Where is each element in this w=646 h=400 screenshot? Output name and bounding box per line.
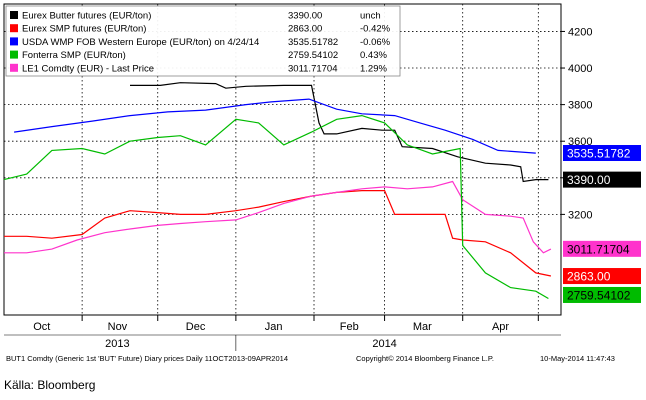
legend-change: -0.06% — [360, 37, 391, 48]
legend-change: unch — [360, 11, 381, 22]
footer-copyright: Copyright© 2014 Bloomberg Finance L.P. — [356, 354, 494, 363]
legend-swatch — [10, 11, 18, 19]
legend-label: Fonterra SMP (EUR/ton) — [22, 50, 126, 61]
x-year-label: 2014 — [372, 338, 396, 350]
series-line — [14, 98, 536, 154]
legend-change: -0.42% — [360, 24, 391, 35]
value-tag-label: 2863.00 — [567, 270, 611, 284]
legend-label: USDA WMP FOB Western Europe (EUR/ton) on… — [22, 37, 259, 48]
value-tag — [563, 268, 641, 285]
x-month-label: Feb — [340, 321, 359, 333]
legend-value: 2759.54102 — [288, 50, 338, 61]
x-month-label: Nov — [108, 321, 128, 333]
legend-box — [5, 5, 401, 77]
x-month-label: Dec — [186, 321, 206, 333]
x-month-label: Mar — [413, 321, 432, 333]
value-tag — [563, 171, 641, 188]
series-line — [130, 82, 549, 183]
legend-value: 3535.51782 — [288, 37, 338, 48]
line-chart: Eurex Butter futures (EUR/ton) 3390.00 unc… — [3, 3, 641, 351]
footer-timestamp: 10-May-2014 11:47:43 — [540, 354, 615, 363]
value-tag — [563, 286, 641, 303]
value-tag-label: 3390.00 — [567, 173, 611, 187]
source-note: Källa: Bloomberg — [4, 378, 96, 392]
footer-left: BUT1 Comdty (Generic 1st 'BUT' Future) D… — [6, 354, 288, 363]
legend-label: LE1 Comdty (EUR) - Last Price — [22, 63, 154, 74]
legend-swatch — [10, 37, 18, 46]
value-tag — [563, 145, 641, 162]
value-tag-label: 3011.71704 — [567, 242, 630, 256]
value-tag-label: 3535.51782 — [567, 147, 631, 161]
legend-label: Eurex SMP futures (EUR/ton) — [22, 24, 146, 35]
x-month-label: Apr — [492, 321, 509, 333]
series-line — [4, 180, 552, 254]
legend-swatch — [10, 24, 18, 33]
legend-value: 3390.00 — [288, 11, 322, 22]
x-month-label: Oct — [33, 321, 50, 333]
x-month-label: Jan — [265, 321, 283, 333]
legend-label: Eurex Butter futures (EUR/ton) — [22, 11, 151, 22]
legend-swatch — [10, 50, 18, 59]
plot-frame — [3, 3, 562, 316]
series-line — [4, 190, 552, 277]
value-tag-label: 2759.54102 — [567, 288, 631, 302]
legend-value: 2863.00 — [288, 24, 322, 35]
x-year-label: 2013 — [105, 338, 129, 350]
legend-change: 0.43% — [360, 50, 387, 61]
legend-value: 3011.71704 — [288, 63, 338, 74]
chart-frame: Eurex Butter futures (EUR/ton) 3390.00 unc… — [3, 3, 641, 363]
legend-change: 1.29% — [360, 63, 387, 74]
series-line — [3, 114, 549, 300]
y-tick-label: 4200 — [568, 26, 592, 38]
value-tag — [563, 240, 641, 257]
y-tick-label: 4000 — [568, 63, 592, 75]
y-tick-label: 3200 — [568, 209, 592, 221]
y-tick-label: 3800 — [568, 100, 592, 112]
legend-swatch — [10, 63, 18, 72]
